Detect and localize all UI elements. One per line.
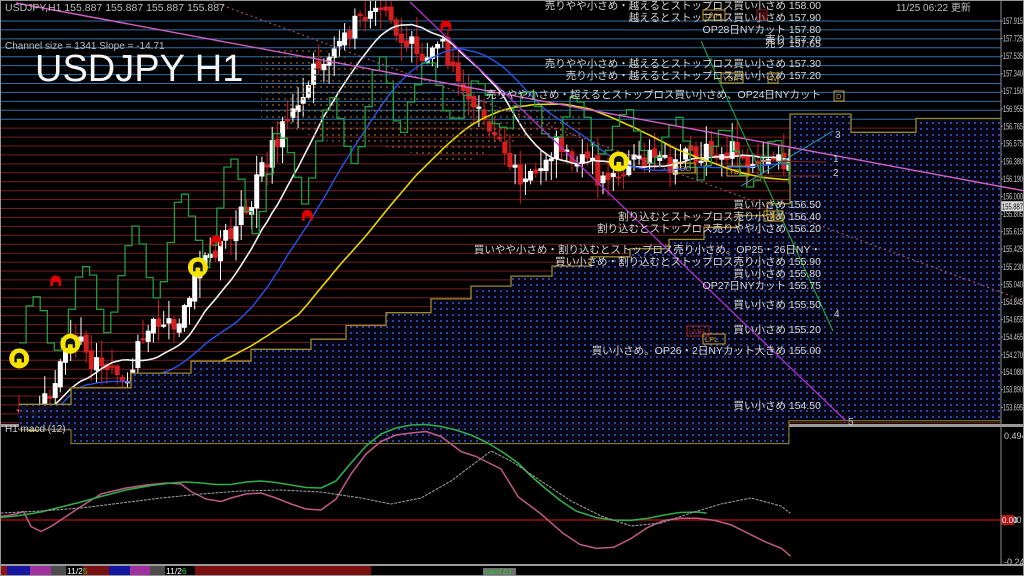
svg-text:割り込むとストップロス売り小さめ 156.40: 割り込むとストップロス売り小さめ 156.40: [618, 210, 821, 223]
svg-text:0.00: 0.00: [1002, 516, 1018, 525]
svg-text:156.955: 156.955: [1003, 104, 1023, 114]
svg-text:156.380: 156.380: [1003, 157, 1023, 167]
svg-text:156.765: 156.765: [1003, 121, 1023, 131]
svg-text:割り込むとストップロス売りやや小さめ 156.20: 割り込むとストップロス売りやや小さめ 156.20: [597, 222, 821, 235]
svg-text:11/25: 11/25: [67, 566, 88, 576]
svg-text:売りやや小さめ・越えるとストップロス買い小さめ 158.00: 売りやや小さめ・越えるとストップロス買い小さめ 158.00: [545, 1, 821, 12]
svg-text:11/25 06:22 更新: 11/25 06:22 更新: [896, 1, 971, 14]
svg-text:153.890: 153.890: [1003, 385, 1023, 395]
svg-text:157.535: 157.535: [1003, 51, 1023, 61]
svg-text:LWH: LWH: [705, 11, 721, 20]
svg-text:155.230: 155.230: [1003, 262, 1023, 272]
svg-text:154.845: 154.845: [1003, 297, 1023, 307]
svg-text:157.725: 157.725: [1003, 33, 1023, 43]
svg-text:買い小さめ。OP26・2日NYカット大きめ 155.00: 買い小さめ。OP26・2日NYカット大きめ 155.00: [592, 344, 821, 357]
svg-text:2: 2: [833, 168, 839, 179]
svg-text:11/26: 11/26: [166, 566, 187, 576]
svg-text:買: 買: [759, 11, 767, 20]
svg-text:153.695: 153.695: [1003, 403, 1023, 413]
svg-text:0.494: 0.494: [1004, 431, 1024, 441]
svg-text:買いやや小さめ・割り込むとストップロス売り小さめ。OP25・: 買いやや小さめ・割り込むとストップロス売り小さめ。OP25・26日NY・: [474, 243, 821, 256]
svg-text:LMH: LMH: [689, 327, 705, 336]
svg-text:買い小さめ 155.50: 買い小さめ 155.50: [733, 299, 821, 311]
svg-text:買い小さめ 156.50: 買い小さめ 156.50: [733, 199, 821, 211]
svg-text:YDH: YDH: [723, 74, 739, 83]
svg-text:155.615: 155.615: [1003, 227, 1023, 237]
svg-text:買い小さめ・割り込むとストップロス売り小さめ 155.90: 買い小さめ・割り込むとストップロス売り小さめ 155.90: [555, 255, 821, 268]
svg-text:155.887: 155.887: [1002, 203, 1023, 212]
svg-text:157.150: 157.150: [1003, 86, 1023, 96]
svg-text:1: 1: [833, 154, 839, 165]
svg-text:OP27日NYカット 155.75: OP27日NYカット 155.75: [703, 280, 822, 292]
svg-text:154.465: 154.465: [1003, 332, 1023, 342]
svg-text:買い小さめ 155.20: 買い小さめ 155.20: [733, 324, 821, 336]
svg-text:USDJPY H1: USDJPY H1: [35, 48, 243, 90]
svg-text:W: W: [770, 74, 778, 83]
svg-text:156.575: 156.575: [1003, 139, 1023, 149]
svg-text:155.425: 155.425: [1003, 244, 1023, 254]
svg-text:売り 157.65: 売り 157.65: [765, 37, 821, 50]
svg-text:売り小さめ・越えるとストップロス買い小さめ 157.20: 売り小さめ・越えるとストップロス買い小さめ 157.20: [566, 69, 821, 82]
svg-text:H1 macd (12): H1 macd (12): [5, 424, 66, 435]
svg-text:154.080: 154.080: [1003, 367, 1023, 377]
svg-text:USDJPY,H1 155.887 155.887 1: USDJPY,H1 155.887 155.887 155.887 155.88…: [5, 2, 225, 14]
svg-text:買い小さめ 155.80: 買い小さめ 155.80: [733, 268, 821, 280]
svg-text:155.040: 155.040: [1003, 279, 1023, 289]
svg-text:3: 3: [835, 130, 841, 141]
svg-text:157.340: 157.340: [1003, 69, 1023, 79]
svg-text:5: 5: [848, 417, 854, 428]
svg-text:D: D: [836, 92, 842, 101]
svg-text:LPL: LPL: [705, 335, 718, 344]
svg-text:売りやや小さめ・超えるとストップロス買い小さめ、OP24日N: 売りやや小さめ・超えるとストップロス買い小さめ、OP24日NYカット: [486, 88, 821, 101]
svg-text:154.655: 154.655: [1003, 315, 1023, 325]
svg-text:157.915: 157.915: [1003, 16, 1023, 26]
svg-text:154.270: 154.270: [1003, 350, 1023, 360]
svg-text:156.000: 156.000: [1003, 191, 1023, 201]
svg-text:D: D: [775, 212, 781, 221]
svg-text:買い小さめ 154.50: 買い小さめ 154.50: [733, 400, 821, 412]
svg-text:156.190: 156.190: [1003, 174, 1023, 184]
svg-text:YDL: YDL: [729, 167, 744, 176]
svg-text:売りやや小さめ・越えるとストップロス買い小さめ 157.30: 売りやや小さめ・越えるとストップロス買い小さめ 157.30: [545, 57, 821, 70]
svg-text:4: 4: [834, 309, 840, 320]
svg-text:YDO: YDO: [675, 164, 691, 173]
svg-text:macd.D1: macd.D1: [484, 569, 512, 576]
